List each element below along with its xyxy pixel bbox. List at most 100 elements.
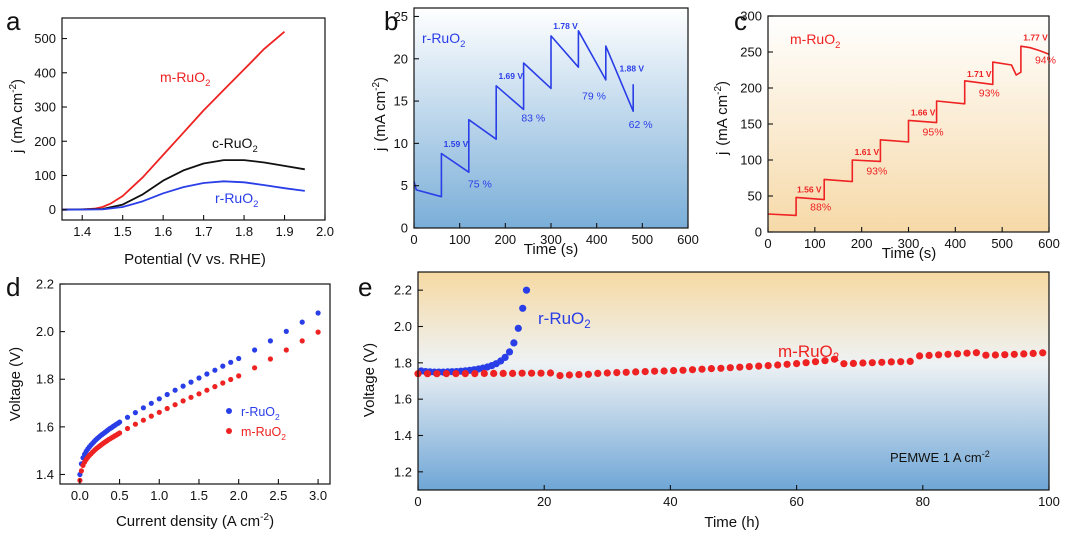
panel-c-label: c [734, 6, 747, 36]
panel-d-ytick-label: 1.4 [36, 467, 54, 482]
panel-e-data-point [490, 369, 498, 377]
panel-e-data-point [982, 351, 990, 359]
panel-e-data-point [641, 368, 649, 376]
panel-d-data-point [204, 387, 210, 393]
panel-d-data-point [132, 421, 138, 427]
panel-d-data-point [156, 409, 162, 415]
panel-e-data-point [906, 357, 914, 365]
panel-a-series-line [61, 180, 305, 211]
panel-b-xtick-label: 200 [494, 232, 516, 247]
panel-b-potential-label: 1.78 V [553, 21, 578, 31]
panel-d-data-point [220, 380, 226, 386]
panel-e-ylabel: Voltage (V) [361, 343, 378, 417]
panel-e-data-point [821, 357, 829, 365]
panel-c-potential-label: 1.66 V [911, 107, 936, 117]
panel-d-data-point [315, 310, 321, 316]
panel-d-data-point [267, 356, 273, 362]
panel-e-data-point [622, 368, 630, 376]
panel-d-xtick-label: 3.0 [309, 488, 327, 503]
panel-d-xtick-label: 0.0 [71, 488, 89, 503]
panel-e-data-point [423, 370, 432, 378]
panel-c-xtick-label: 400 [944, 236, 966, 251]
panel-d-series-label: m-RuO2 [241, 425, 286, 442]
panel-c-xtick-label: 0 [764, 236, 771, 251]
panel-e-data-point [499, 369, 507, 377]
panel-a-ylabel: j(mA cm-2) [8, 79, 26, 154]
panel-b-efficiency-label: 62 % [629, 119, 653, 131]
panel-d-data-point [283, 347, 289, 353]
panel-e-data-point [537, 369, 545, 377]
panel-d-data-point [188, 394, 194, 400]
panel-d-data-point [204, 371, 210, 377]
panel-e-data-point [1020, 350, 1028, 358]
panel-e-data-point [442, 370, 450, 378]
panel-d-ylabel: Voltage (V) [7, 347, 24, 421]
panel-e-data-point [433, 370, 441, 378]
panel-e-ytick-label: 1.2 [394, 464, 412, 479]
panel-e-data-point [953, 350, 962, 358]
panel-a-ytick-label: 300 [34, 100, 56, 115]
panel-e-data-point [688, 366, 697, 374]
panel-b-potential-label: 1.69 V [498, 71, 523, 81]
panel-d-data-point [140, 417, 146, 423]
panel-e-ytick-label: 1.4 [394, 428, 412, 443]
panel-a-xtick-label: 1.9 [275, 224, 293, 239]
panel-e-ytick-label: 2.0 [394, 319, 412, 334]
panel-c-efficiency-label: 94% [1035, 55, 1056, 67]
panel-c-xtick-label: 100 [804, 236, 826, 251]
panel-e-data-point [471, 370, 479, 378]
panel-e-xtick-label: 40 [663, 494, 677, 509]
panel-b-ytick-label: 10 [394, 136, 408, 151]
panel-e-data-point [514, 324, 522, 332]
panel-d-data-point [172, 387, 178, 393]
panel-d-ytick-label: 2.0 [36, 324, 54, 339]
panel-a-xtick-label: 1.5 [114, 224, 132, 239]
panel-d-data-point [212, 384, 218, 390]
panel-c-ylabel: j(mA cm-2) [713, 81, 731, 156]
panel-e-data-point [508, 369, 517, 377]
panel-b-xtick-label: 0 [410, 232, 417, 247]
panel-d-ytick-label: 2.2 [36, 277, 54, 292]
panel-d-data-point [180, 383, 186, 389]
panel-d-data-point [315, 329, 321, 335]
panel-a-series-line [61, 159, 305, 211]
panel-a-xlabel: Potential (V vs. RHE) [124, 251, 266, 268]
panel-e-label: e [358, 272, 372, 302]
panel-e-data-point [575, 371, 583, 379]
panel-e-data-point [480, 369, 488, 377]
panel-d-data-point [236, 373, 242, 379]
panel-e-data-point [916, 352, 924, 360]
panel-d-data-point [252, 365, 258, 371]
panel-e-data-point [584, 370, 593, 378]
panel-e-data-point [660, 367, 668, 375]
panel-d-legend-marker [226, 428, 232, 434]
panel-d-data-point [148, 413, 154, 419]
panel-e-data-point [745, 363, 753, 371]
panel-e-data-point [830, 355, 839, 363]
panel-e-data-point [522, 286, 531, 294]
panel-c-ytick-label: 150 [740, 117, 762, 132]
panel-b-ylabel: j(mA cm-2) [371, 77, 389, 152]
panel-e-data-point [774, 361, 782, 369]
panel-d-xtick-label: 2.5 [269, 488, 287, 503]
panel-c-efficiency-label: 88% [810, 201, 831, 213]
panel-c-xtick-label: 500 [991, 236, 1013, 251]
panel-d-xtick-label: 0.5 [111, 488, 129, 503]
panel-c-xtick-label: 200 [851, 236, 873, 251]
panel-e-data-point [972, 349, 981, 357]
panel-e-data-point [505, 348, 514, 356]
panel-e-data-point [698, 365, 706, 373]
panel-e-data-point [811, 358, 820, 366]
panel-a-xtick-label: 1.8 [235, 224, 253, 239]
panel-d-data-point [299, 338, 305, 344]
panel-a-ytick-label: 400 [34, 65, 56, 80]
panel-d-xlabel: Current density (A cm-2) [116, 512, 274, 530]
panel-b-ytick-label: 0 [401, 221, 408, 236]
panel-c-ytick-label: 50 [748, 189, 762, 204]
panel-e-data-point [670, 367, 678, 375]
panel-b-xtick-label: 400 [586, 232, 608, 247]
panel-a-ytick-label: 200 [34, 134, 56, 149]
panel-c-xtick-label: 600 [1038, 236, 1060, 251]
panel-c-potential-label: 1.71 V [967, 69, 992, 79]
